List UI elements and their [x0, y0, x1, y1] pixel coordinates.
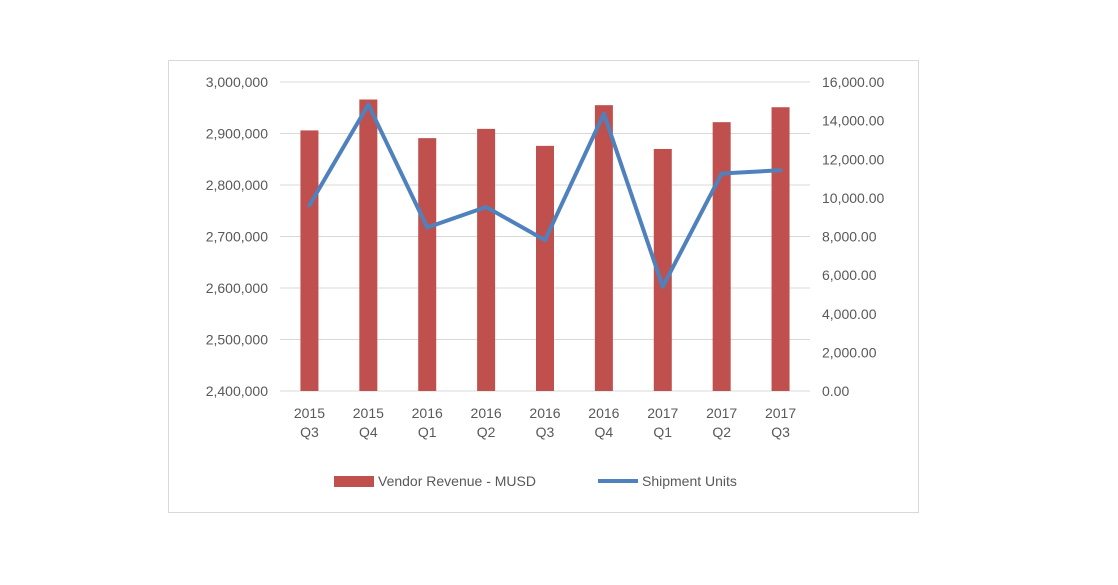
x-axis-tick-label-year: 2017: [706, 405, 737, 421]
bar-vendor-revenue: [712, 122, 731, 392]
x-axis-tick-label-quarter: Q2: [477, 424, 496, 440]
x-axis-tick-label-quarter: Q3: [771, 424, 790, 440]
x-axis-tick-label-year: 2016: [588, 405, 619, 421]
x-axis-tick-label-quarter: Q1: [653, 424, 672, 440]
x-axis-tick-label-quarter: Q1: [418, 424, 437, 440]
x-axis-tick-label-quarter: Q4: [595, 424, 614, 440]
x-axis-tick-label-quarter: Q2: [712, 424, 731, 440]
legend-label-vendor-revenue: Vendor Revenue - MUSD: [378, 473, 536, 489]
right-axis-tick-label: 8,000.00: [822, 229, 877, 245]
left-axis-tick-label: 3,000,000: [206, 74, 268, 90]
right-axis-tick-label: 12,000.00: [822, 151, 884, 167]
x-axis-tick-label-year: 2016: [529, 405, 560, 421]
bar-vendor-revenue: [771, 107, 790, 392]
right-axis-tick-label: 16,000.00: [822, 74, 884, 90]
left-axis-tick-label: 2,500,000: [206, 332, 268, 348]
right-axis-tick-label: 10,000.00: [822, 190, 884, 206]
legend-swatch-vendor-revenue: [334, 476, 374, 487]
bar-vendor-revenue: [477, 128, 496, 392]
bar-vendor-revenue: [418, 138, 437, 391]
left-axis-tick-label: 2,800,000: [206, 177, 268, 193]
x-axis-tick-label-year: 2017: [647, 405, 678, 421]
x-axis-tick-label-year: 2015: [353, 405, 384, 421]
bar-vendor-revenue: [300, 130, 319, 391]
x-axis-tick-label-quarter: Q3: [300, 424, 319, 440]
right-axis-tick-label: 4,000.00: [822, 306, 877, 322]
chart-frame: [168, 60, 919, 513]
right-axis-tick-label: 6,000.00: [822, 267, 877, 283]
legend-label-shipment-units: Shipment Units: [642, 473, 737, 489]
right-axis-tick-label: 0.00: [822, 383, 849, 399]
x-axis-tick-label-year: 2017: [765, 405, 796, 421]
right-axis-tick-label: 2,000.00: [822, 344, 877, 360]
x-axis-tick-label-year: 2016: [412, 405, 443, 421]
bar-vendor-revenue: [536, 145, 554, 391]
right-axis-tick-label: 14,000.00: [822, 113, 884, 129]
x-axis-tick-label-year: 2015: [294, 405, 325, 421]
bar-vendor-revenue: [653, 148, 672, 391]
left-axis-tick-label: 2,900,000: [206, 126, 268, 142]
bar-vendor-revenue: [594, 105, 613, 392]
x-axis-tick-label-quarter: Q4: [359, 424, 378, 440]
x-axis-tick-label-year: 2016: [471, 405, 502, 421]
left-axis-tick-label: 2,600,000: [206, 280, 268, 296]
bar-vendor-revenue: [359, 99, 378, 391]
left-axis-tick-label: 2,400,000: [206, 383, 268, 399]
x-axis-tick-label-quarter: Q3: [536, 424, 555, 440]
left-axis-tick-label: 2,700,000: [206, 229, 268, 245]
